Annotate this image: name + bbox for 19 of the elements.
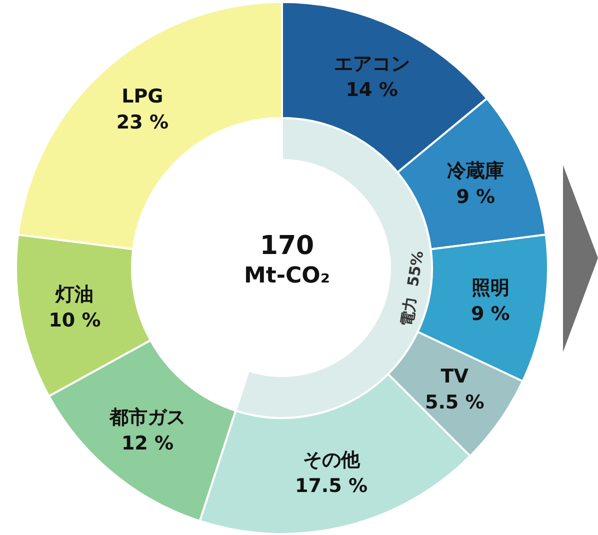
data-label: 14 %	[346, 79, 398, 102]
slice-label: LPG	[122, 86, 164, 108]
slice-label: TV	[440, 365, 469, 388]
slice-label: 電力 55%	[398, 250, 428, 328]
text: Mt-CO₂	[244, 264, 330, 288]
text: 170	[260, 231, 314, 261]
slice-label: 冷蔵庫	[447, 160, 504, 182]
data-label: 17.5 %	[294, 475, 368, 498]
data-label: 12 %	[121, 432, 174, 455]
slice-label: 灯油	[54, 284, 94, 306]
data-label: 23 %	[116, 112, 169, 134]
data-label: 10 %	[48, 310, 101, 332]
slice-label: エアコン	[334, 53, 410, 76]
slice-label: 照明	[471, 277, 510, 300]
slice-label: その他	[302, 449, 361, 472]
data-label: 5.5 %	[424, 391, 484, 414]
data-label: 9 %	[470, 303, 510, 326]
slice-label: 都市ガス	[108, 406, 186, 429]
data-label: 9 %	[456, 186, 496, 208]
